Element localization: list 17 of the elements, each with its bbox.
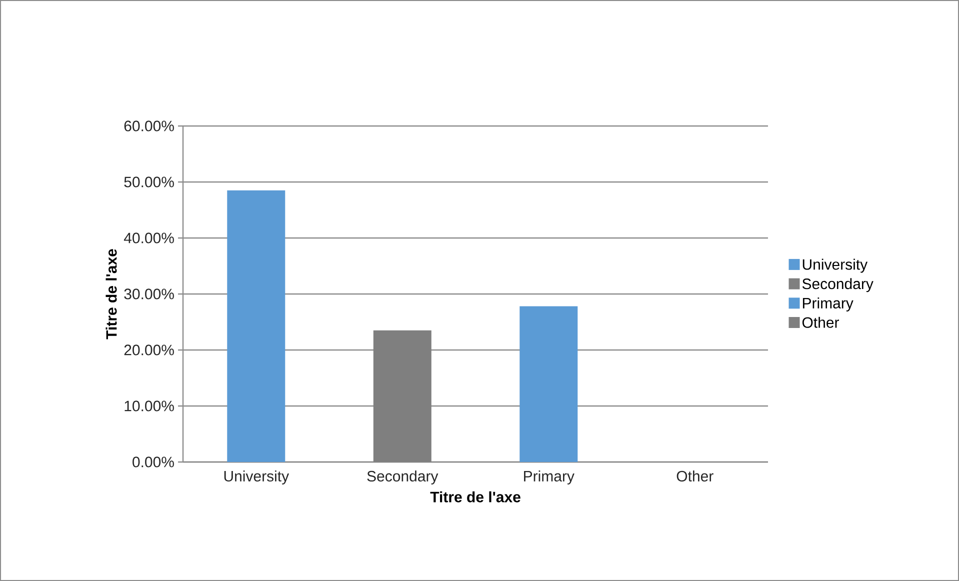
y-tick-label: 0.00% <box>132 456 174 468</box>
x-tick-label: Other <box>676 470 714 482</box>
y-tick-label: 50.00% <box>124 176 174 188</box>
x-axis-title: Titre de l'axe <box>430 491 520 502</box>
legend-label: Other <box>802 316 840 328</box>
y-tick-label: 40.00% <box>124 232 174 244</box>
x-tick-label: University <box>224 470 290 484</box>
legend-label: Primary <box>802 297 854 312</box>
legend-label: Secondary <box>802 278 874 292</box>
y-tick-label: 20.00% <box>124 344 174 356</box>
x-tick-label: Primary <box>524 470 574 484</box>
x-tick-label: Secondary <box>367 470 438 484</box>
y-tick-label: 30.00% <box>124 288 174 300</box>
y-tick-label: 10.00% <box>124 400 174 412</box>
legend-label: University <box>802 258 868 273</box>
y-axis-title: Titre de l'axe <box>106 249 117 340</box>
y-tick-label: 60.00% <box>124 120 174 132</box>
